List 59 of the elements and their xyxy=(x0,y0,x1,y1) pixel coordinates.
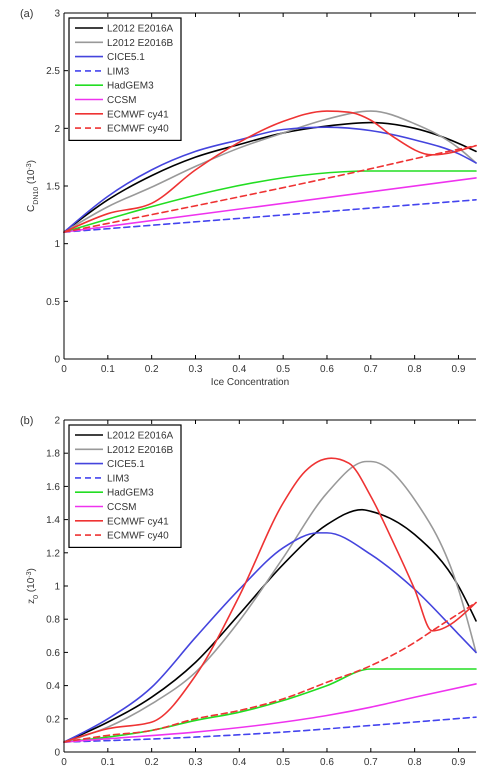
legend-label: CICE5.1 xyxy=(107,52,146,64)
x-tick-label: 0.8 xyxy=(408,364,422,375)
legend-label: LIM3 xyxy=(107,473,130,484)
x-tick-label: 0.6 xyxy=(320,364,334,375)
y-tick-label: 1.2 xyxy=(46,548,60,560)
x-tick-label: 0.7 xyxy=(364,757,378,768)
y-tick-label: 0 xyxy=(54,354,60,366)
x-tick-label: 0.2 xyxy=(144,364,160,375)
legend-label: CCSM xyxy=(107,95,136,106)
y-tick-label: 1.6 xyxy=(46,482,60,493)
x-tick-label: 0.1 xyxy=(100,757,116,768)
legend-label: LIM3 xyxy=(107,66,130,78)
line-series xyxy=(63,716,477,743)
x-tick-label: 0.5 xyxy=(276,364,291,375)
x-tick-label: 0.4 xyxy=(232,757,247,768)
line-series xyxy=(63,683,477,743)
y-tick-label: 0.5 xyxy=(46,296,60,308)
legend-label: L2012 E2016A xyxy=(107,24,174,34)
y-tick-label: 1 xyxy=(54,582,60,592)
legend-label: L2012 E2016B xyxy=(107,444,174,456)
y-tick-label: 2 xyxy=(54,416,60,426)
x-tick-label: 0.3 xyxy=(188,364,203,375)
legend-label: CICE5.1 xyxy=(107,459,146,470)
y-tick-label: 1.5 xyxy=(46,182,60,192)
y-tick-label: 0.2 xyxy=(46,714,60,726)
y-tick-label: 2.5 xyxy=(46,66,60,78)
x-tick-label: 0.1 xyxy=(100,364,116,375)
legend-label: ECMWF cy41 xyxy=(107,516,170,528)
legend-label: ECMWF cy40 xyxy=(107,530,170,542)
y-tick-label: 0.8 xyxy=(46,614,60,626)
legend-label: L2012 E2016A xyxy=(107,430,174,442)
x-tick-label: 0.8 xyxy=(408,757,422,768)
x-tick-label: 0.9 xyxy=(452,757,466,768)
text: (a) xyxy=(20,8,34,20)
legend-label: L2012 E2016B xyxy=(107,38,174,49)
x-tick-label: 0 xyxy=(61,757,68,768)
x-tick-label: 0.3 xyxy=(188,757,203,768)
x-tick-label: 0.9 xyxy=(452,364,466,375)
y-tick-label: 1.8 xyxy=(46,448,60,460)
text: (b) xyxy=(20,415,34,427)
y-tick-label: 0.4 xyxy=(46,681,60,692)
x-tick-label: 0 xyxy=(61,364,68,375)
legend-label: ECMWF cy41 xyxy=(107,109,170,120)
legend-label: HadGEM3 xyxy=(107,488,154,499)
y-tick-label: 2 xyxy=(54,124,60,135)
y-tick-label: 1.4 xyxy=(46,515,60,526)
y-tick-label: 0 xyxy=(54,748,60,758)
legend-label: ECMWF cy40 xyxy=(107,124,170,135)
x-tick-label: 0.6 xyxy=(320,757,334,768)
y-tick-label: 1 xyxy=(54,239,60,250)
x-tick-label: 0.7 xyxy=(364,364,378,375)
y-tick-label: 3 xyxy=(54,8,60,20)
x-tick-label: 0.4 xyxy=(232,364,247,375)
legend-label: CCSM xyxy=(107,502,136,513)
y-tick-label: 0.6 xyxy=(46,648,60,659)
legend-label: HadGEM3 xyxy=(107,80,154,92)
x-tick-label: 0.2 xyxy=(144,757,160,768)
x-axis-title: Ice Concentration xyxy=(210,377,290,388)
x-tick-label: 0.5 xyxy=(276,757,291,768)
